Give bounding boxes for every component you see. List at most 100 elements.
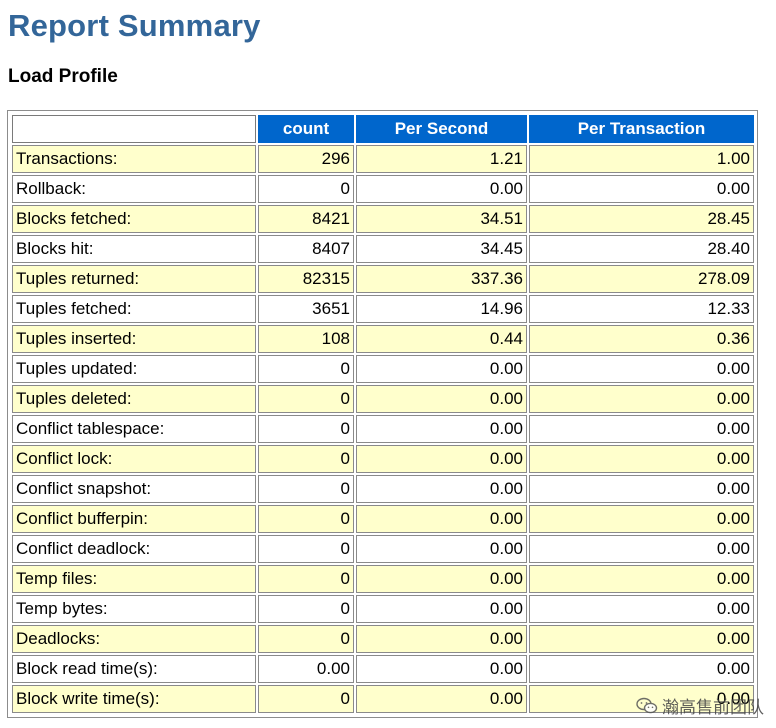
per-transaction-cell: 0.00 bbox=[529, 385, 754, 413]
per-transaction-cell: 0.00 bbox=[529, 175, 754, 203]
count-cell: 108 bbox=[258, 325, 354, 353]
per-second-cell: 0.00 bbox=[356, 625, 527, 653]
row-label: Blocks hit: bbox=[12, 235, 256, 263]
per-second-cell: 0.00 bbox=[356, 505, 527, 533]
table-row: Blocks hit: 8407 34.45 28.40 bbox=[12, 235, 754, 263]
table-row: Conflict bufferpin: 0 0.00 0.00 bbox=[12, 505, 754, 533]
wechat-icon bbox=[636, 697, 658, 715]
row-label: Tuples inserted: bbox=[12, 325, 256, 353]
load-profile-table-container: count Per Second Per Transaction Transac… bbox=[7, 110, 758, 718]
table-row: Conflict lock: 0 0.00 0.00 bbox=[12, 445, 754, 473]
per-second-cell: 14.96 bbox=[356, 295, 527, 323]
row-label: Temp bytes: bbox=[12, 595, 256, 623]
per-transaction-cell: 0.00 bbox=[529, 655, 754, 683]
table-row: Tuples fetched: 3651 14.96 12.33 bbox=[12, 295, 754, 323]
row-label: Temp files: bbox=[12, 565, 256, 593]
per-transaction-cell: 0.00 bbox=[529, 445, 754, 473]
watermark-text: 瀚高售前团队 bbox=[662, 698, 764, 718]
per-transaction-cell: 0.00 bbox=[529, 505, 754, 533]
table-row: Transactions: 296 1.21 1.00 bbox=[12, 145, 754, 173]
per-transaction-cell: 0.00 bbox=[529, 595, 754, 623]
row-label: Tuples returned: bbox=[12, 265, 256, 293]
per-transaction-cell: 0.00 bbox=[529, 355, 754, 383]
per-transaction-cell: 28.45 bbox=[529, 205, 754, 233]
row-label: Tuples fetched: bbox=[12, 295, 256, 323]
table-row: Tuples updated: 0 0.00 0.00 bbox=[12, 355, 754, 383]
per-transaction-cell: 0.00 bbox=[529, 565, 754, 593]
per-transaction-cell: 0.00 bbox=[529, 475, 754, 503]
count-cell: 0 bbox=[258, 475, 354, 503]
header-blank-cell bbox=[12, 115, 256, 143]
table-header-row: count Per Second Per Transaction bbox=[12, 115, 754, 143]
per-transaction-cell: 0.00 bbox=[529, 415, 754, 443]
count-cell: 0 bbox=[258, 415, 354, 443]
header-per-transaction: Per Transaction bbox=[529, 115, 754, 143]
page-title: Report Summary bbox=[8, 8, 261, 43]
row-label: Tuples updated: bbox=[12, 355, 256, 383]
table-row: Temp files: 0 0.00 0.00 bbox=[12, 565, 754, 593]
per-second-cell: 0.00 bbox=[356, 175, 527, 203]
header-count: count bbox=[258, 115, 354, 143]
table-row: Conflict tablespace: 0 0.00 0.00 bbox=[12, 415, 754, 443]
row-label: Conflict tablespace: bbox=[12, 415, 256, 443]
per-second-cell: 0.44 bbox=[356, 325, 527, 353]
per-second-cell: 34.45 bbox=[356, 235, 527, 263]
per-transaction-cell: 28.40 bbox=[529, 235, 754, 263]
count-cell: 0 bbox=[258, 685, 354, 713]
load-profile-table: count Per Second Per Transaction Transac… bbox=[10, 113, 756, 715]
count-cell: 0 bbox=[258, 385, 354, 413]
header-per-second: Per Second bbox=[356, 115, 527, 143]
per-transaction-cell: 0.00 bbox=[529, 535, 754, 563]
count-cell: 0 bbox=[258, 565, 354, 593]
row-label: Conflict deadlock: bbox=[12, 535, 256, 563]
count-cell: 0 bbox=[258, 505, 354, 533]
count-cell: 0 bbox=[258, 355, 354, 383]
count-cell: 296 bbox=[258, 145, 354, 173]
per-second-cell: 337.36 bbox=[356, 265, 527, 293]
count-cell: 82315 bbox=[258, 265, 354, 293]
per-second-cell: 0.00 bbox=[356, 415, 527, 443]
table-row: Tuples deleted: 0 0.00 0.00 bbox=[12, 385, 754, 413]
table-row: Tuples returned: 82315 337.36 278.09 bbox=[12, 265, 754, 293]
row-label: Block read time(s): bbox=[12, 655, 256, 683]
per-second-cell: 0.00 bbox=[356, 355, 527, 383]
count-cell: 8421 bbox=[258, 205, 354, 233]
row-label: Deadlocks: bbox=[12, 625, 256, 653]
row-label: Blocks fetched: bbox=[12, 205, 256, 233]
row-label: Rollback: bbox=[12, 175, 256, 203]
row-label: Conflict lock: bbox=[12, 445, 256, 473]
per-second-cell: 0.00 bbox=[356, 445, 527, 473]
per-second-cell: 0.00 bbox=[356, 475, 527, 503]
per-second-cell: 0.00 bbox=[356, 655, 527, 683]
table-row: Deadlocks: 0 0.00 0.00 bbox=[12, 625, 754, 653]
table-row: Conflict deadlock: 0 0.00 0.00 bbox=[12, 535, 754, 563]
row-label: Tuples deleted: bbox=[12, 385, 256, 413]
table-row: Blocks fetched: 8421 34.51 28.45 bbox=[12, 205, 754, 233]
per-second-cell: 0.00 bbox=[356, 685, 527, 713]
table-row: Block read time(s): 0.00 0.00 0.00 bbox=[12, 655, 754, 683]
count-cell: 0.00 bbox=[258, 655, 354, 683]
per-transaction-cell: 278.09 bbox=[529, 265, 754, 293]
count-cell: 0 bbox=[258, 535, 354, 563]
count-cell: 0 bbox=[258, 445, 354, 473]
per-transaction-cell: 0.00 bbox=[529, 625, 754, 653]
count-cell: 3651 bbox=[258, 295, 354, 323]
table-row: Conflict snapshot: 0 0.00 0.00 bbox=[12, 475, 754, 503]
table-row: Rollback: 0 0.00 0.00 bbox=[12, 175, 754, 203]
per-second-cell: 0.00 bbox=[356, 595, 527, 623]
watermark: 瀚高售前团队 bbox=[636, 693, 764, 718]
per-second-cell: 1.21 bbox=[356, 145, 527, 173]
per-transaction-cell: 12.33 bbox=[529, 295, 754, 323]
per-second-cell: 0.00 bbox=[356, 565, 527, 593]
count-cell: 8407 bbox=[258, 235, 354, 263]
count-cell: 0 bbox=[258, 625, 354, 653]
table-row: Tuples inserted: 108 0.44 0.36 bbox=[12, 325, 754, 353]
per-transaction-cell: 1.00 bbox=[529, 145, 754, 173]
count-cell: 0 bbox=[258, 175, 354, 203]
row-label: Conflict bufferpin: bbox=[12, 505, 256, 533]
row-label: Block write time(s): bbox=[12, 685, 256, 713]
per-transaction-cell: 0.36 bbox=[529, 325, 754, 353]
table-row: Temp bytes: 0 0.00 0.00 bbox=[12, 595, 754, 623]
per-second-cell: 34.51 bbox=[356, 205, 527, 233]
row-label: Conflict snapshot: bbox=[12, 475, 256, 503]
